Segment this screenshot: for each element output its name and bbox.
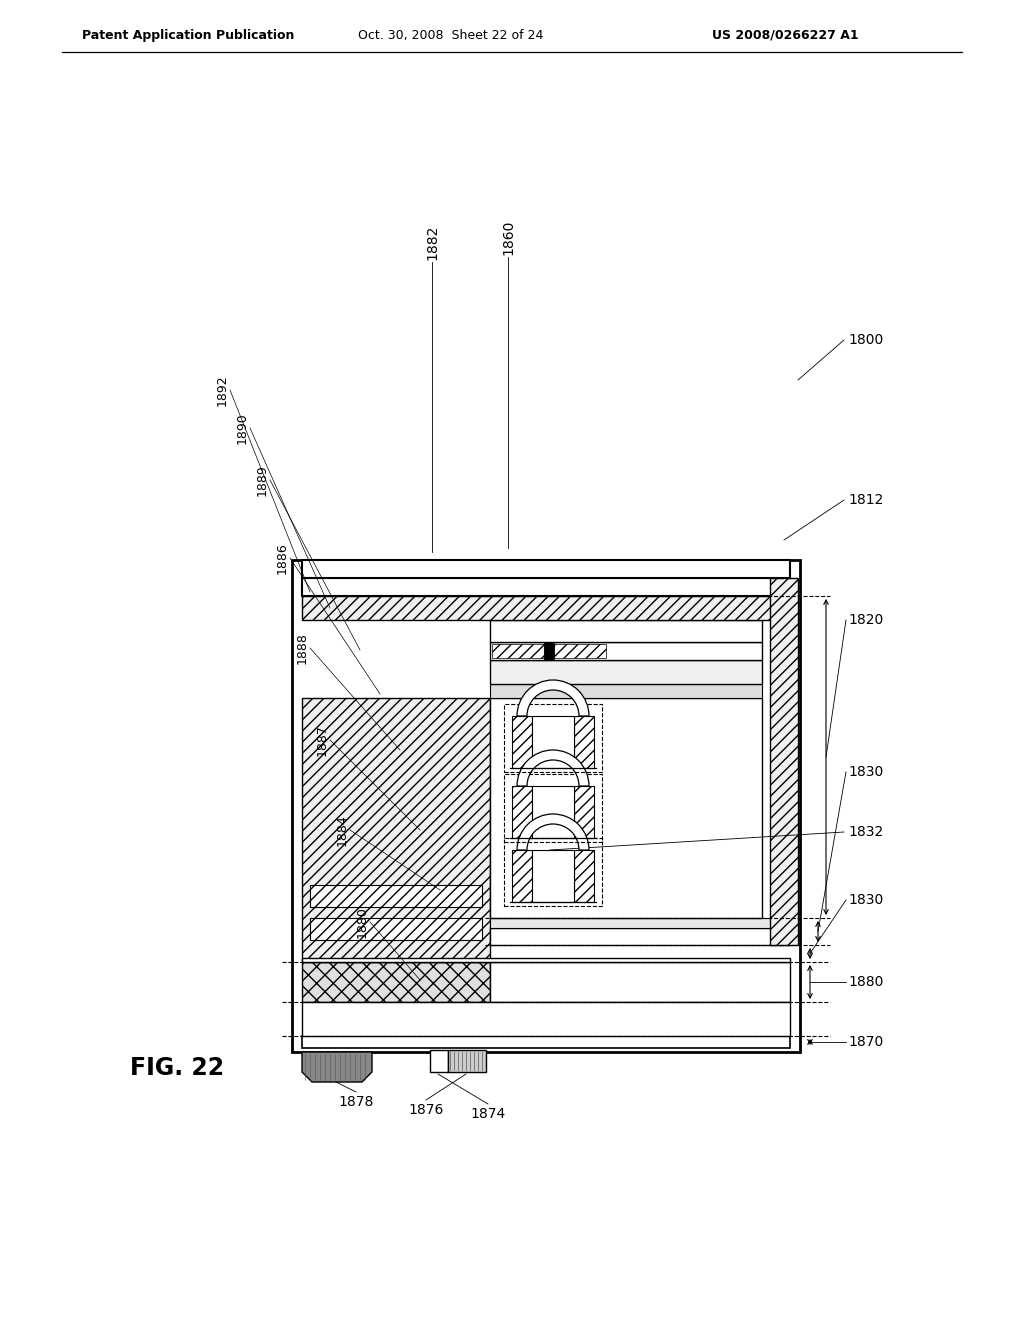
Text: 1820: 1820	[848, 612, 884, 627]
Bar	[504, 774, 602, 842]
Bar	[302, 1036, 790, 1048]
Text: FIG. 22: FIG. 22	[130, 1056, 224, 1080]
Bar	[310, 884, 482, 907]
Bar	[554, 644, 606, 657]
Wedge shape	[517, 750, 589, 785]
Bar	[490, 660, 762, 684]
Bar	[490, 962, 790, 1002]
Text: Oct. 30, 2008  Sheet 22 of 24: Oct. 30, 2008 Sheet 22 of 24	[358, 29, 544, 41]
Bar	[430, 1049, 449, 1072]
Bar	[504, 838, 602, 906]
Bar	[449, 1049, 486, 1072]
Bar	[504, 704, 602, 772]
Wedge shape	[517, 680, 589, 715]
Bar	[532, 715, 574, 768]
Text: 1800: 1800	[848, 333, 884, 347]
Text: 1890: 1890	[236, 412, 249, 444]
Text: 1889: 1889	[256, 465, 268, 496]
Text: 1874: 1874	[470, 1107, 506, 1121]
Bar	[302, 1002, 790, 1036]
Bar	[574, 850, 594, 902]
Bar	[490, 642, 762, 660]
Text: 1860: 1860	[501, 219, 515, 255]
Bar	[512, 785, 532, 838]
Bar	[532, 785, 574, 838]
Text: 1884: 1884	[336, 814, 348, 846]
Bar	[302, 958, 790, 962]
Text: 1812: 1812	[848, 492, 884, 507]
Text: 1830: 1830	[848, 894, 884, 907]
Text: 1888: 1888	[296, 632, 308, 664]
Bar	[302, 597, 790, 620]
Text: 1878: 1878	[338, 1096, 374, 1109]
Bar	[490, 620, 762, 642]
Bar	[302, 578, 790, 597]
Text: 1830: 1830	[848, 766, 884, 779]
Text: 1832: 1832	[848, 825, 884, 840]
Bar	[302, 698, 490, 962]
Text: 1892: 1892	[215, 374, 228, 405]
Bar	[310, 917, 482, 940]
Bar	[544, 642, 554, 660]
Bar	[292, 560, 800, 1052]
Bar	[512, 715, 532, 768]
Text: Patent Application Publication: Patent Application Publication	[82, 29, 294, 41]
Text: 1886: 1886	[275, 543, 289, 574]
Text: 1880: 1880	[355, 906, 369, 939]
Bar	[490, 928, 790, 945]
Bar	[574, 785, 594, 838]
Bar	[490, 698, 762, 917]
Bar	[490, 684, 762, 698]
Bar	[492, 644, 544, 657]
Bar	[512, 850, 532, 902]
Wedge shape	[517, 814, 589, 850]
Bar	[574, 715, 594, 768]
Bar	[490, 917, 790, 928]
Bar	[302, 560, 790, 578]
Text: 1876: 1876	[409, 1104, 443, 1117]
Text: 1870: 1870	[848, 1035, 884, 1049]
Bar	[302, 962, 490, 1002]
Bar	[532, 850, 574, 902]
Bar	[770, 578, 798, 945]
Text: US 2008/0266227 A1: US 2008/0266227 A1	[712, 29, 859, 41]
Polygon shape	[302, 1052, 372, 1082]
Text: 1880: 1880	[848, 975, 884, 989]
Text: 1882: 1882	[425, 224, 439, 260]
Text: 1887: 1887	[315, 725, 329, 756]
